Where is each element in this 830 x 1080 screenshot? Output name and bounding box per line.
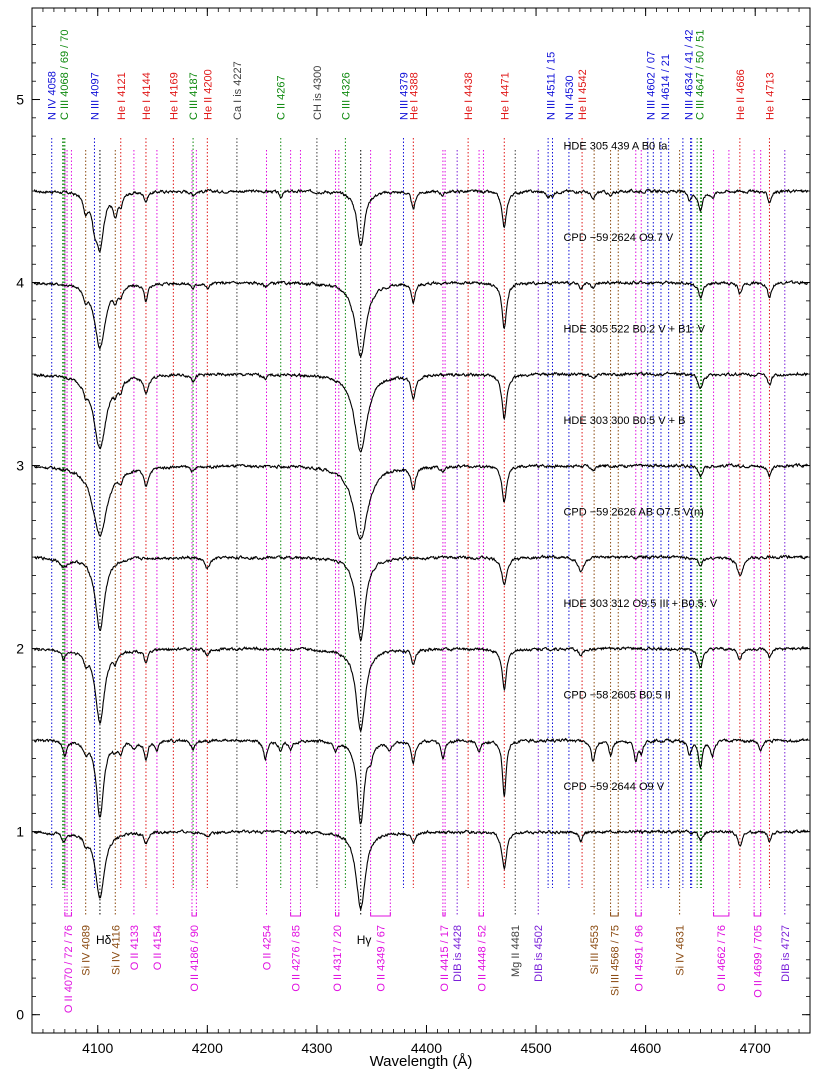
- top-line-label: He II 4686: [735, 69, 747, 120]
- top-line-label: He I 4713: [764, 72, 776, 120]
- blend-bracket: [442, 912, 446, 917]
- top-line-label: N II 4530: [564, 75, 576, 120]
- spectrum-label: HDE 303 300 B0.5 V + B: [563, 415, 685, 427]
- spectrum-label: HDE 305 522 B0.2 V + B1: V: [563, 323, 705, 335]
- top-line-label: N III 4602 / 07: [646, 51, 658, 120]
- plot-frame: [31, 7, 811, 1034]
- bottom-line-label: DIB is 4502: [533, 925, 545, 982]
- bottom-line-label: O II 4699 / 705: [752, 925, 764, 998]
- axes: 0 1 2 3 4 5 4100 4200 4300 4400 4500 4600 4700: [16, 8, 811, 1056]
- x-tick-label: 4700: [740, 1040, 771, 1056]
- top-line-label: C II 4267: [276, 75, 288, 120]
- top-line-label: C III 4068 / 69 / 70: [59, 29, 71, 120]
- bottom-line-label: DIB is 4727: [780, 925, 792, 982]
- bottom-line-label: O II 4133: [129, 925, 141, 970]
- blend-bracket: [191, 912, 197, 917]
- top-line-label: He I 4121: [116, 72, 128, 120]
- bottom-line-label: O II 4276 / 85: [291, 925, 303, 992]
- bottom-line-label: Si IV 4631: [675, 925, 687, 976]
- spectrum-line: [33, 188, 809, 254]
- y-tick-label: 4: [16, 275, 24, 291]
- spectrum-line: [33, 462, 808, 540]
- top-line-label: He I 4144: [141, 72, 153, 120]
- bottom-line-label: Si III 4568 / 75: [609, 925, 621, 996]
- blend-bracket: [64, 912, 72, 917]
- blend-bracket: [713, 912, 730, 917]
- bottom-line-label: Si III 4553: [589, 925, 601, 975]
- spectrum-line: [33, 554, 809, 643]
- x-tick-label: 4600: [630, 1040, 661, 1056]
- top-line-label: C III 4187: [188, 72, 200, 120]
- blend-bracket: [478, 912, 484, 917]
- x-axis-label: Wavelength (Å): [370, 1053, 473, 1070]
- spectrum-label: HDE 305 439 A B0 Ia: [563, 140, 668, 152]
- bottom-line-label: O II 4070 / 72 / 76: [63, 925, 75, 1013]
- x-tick-label: 4500: [520, 1040, 551, 1056]
- x-tick-label: 4100: [82, 1040, 113, 1056]
- spectra-group: HDE 305 439 A B0 Ia CPD −59 2624 O9.7 V HD…: [33, 140, 809, 912]
- top-line-label: N IV 4058: [47, 71, 59, 120]
- y-tick-label: 3: [16, 458, 24, 474]
- blend-bracket: [635, 912, 642, 917]
- blend-bracket: [610, 912, 619, 917]
- x-tick-label: 4200: [192, 1040, 223, 1056]
- top-line-label: CH is 4300: [312, 66, 324, 120]
- bottom-line-label: Si IV 4089: [81, 925, 93, 976]
- top-line-label: He I 4169: [168, 72, 180, 120]
- bottom-line-label: DIB is 4428: [452, 925, 464, 982]
- bottom-line-label: O II 4186 / 90: [189, 925, 201, 992]
- blend-bracket: [335, 912, 340, 917]
- y-tick-label: 0: [16, 1007, 24, 1023]
- top-line-label: He I 4438: [463, 72, 475, 120]
- top-line-label: He I 4388: [408, 72, 420, 120]
- top-line-label: N III 4634 / 41 / 42: [683, 29, 695, 120]
- spectrum-label: HDE 303 312 O9.5 III + B0.5: V: [563, 598, 717, 610]
- top-line-label: He II 4200: [202, 69, 214, 120]
- bottom-line-label: Si IV 4116: [110, 925, 122, 975]
- top-line-label: He II 4542: [577, 69, 589, 120]
- spectrum-label: CPD −59 2624 O9.7 V: [563, 232, 673, 244]
- top-line-label: C III 4647 / 50 / 51: [695, 29, 707, 120]
- line-markers: [51, 138, 786, 917]
- y-tick-label: 5: [16, 92, 24, 108]
- top-line-label: N II 4614 / 21: [660, 54, 672, 120]
- bottom-line-label: O II 4154: [152, 925, 164, 970]
- spectrum-label: CPD −58 2605 B0.5 II: [563, 689, 670, 701]
- spectrum-line: [33, 829, 809, 912]
- top-line-label: N III 4511 / 15: [545, 52, 557, 120]
- bottom-line-label: O II 4254: [261, 925, 273, 970]
- bottom-line-label: O II 4349 / 67: [375, 925, 387, 992]
- spectrum-label: CPD −59 2626 AB O7.5 V(n): [563, 506, 703, 518]
- x-tick-label: 4300: [301, 1040, 332, 1056]
- top-line-label: He I 4471: [499, 72, 511, 120]
- blend-bracket: [290, 912, 301, 917]
- spectrum-line: [33, 371, 809, 453]
- spectrum-line: [34, 737, 809, 825]
- y-tick-label: 1: [16, 824, 24, 840]
- line-labels: N IV 4058 C III 4068 / 69 / 70 N III 4097 H…: [47, 29, 792, 1013]
- blend-bracket: [370, 912, 391, 917]
- blend-bracket: [753, 912, 762, 917]
- bottom-line-label: Hδ: [96, 933, 112, 947]
- x-tick-label: 4400: [411, 1040, 442, 1056]
- top-line-label: N III 4379: [398, 72, 410, 120]
- top-line-label: N III 4097: [89, 72, 101, 120]
- bottom-line-label: O II 4591 / 96: [634, 925, 646, 992]
- spectrum-line: [33, 645, 809, 733]
- bottom-line-label: O II 4448 / 52: [476, 925, 488, 992]
- bottom-line-label: Mg II 4481: [510, 925, 522, 977]
- bottom-line-label: Hγ: [357, 933, 372, 947]
- spectrum-label: CPD −59 2644 O9 V: [563, 781, 664, 793]
- bottom-line-label: O II 4662 / 76: [716, 925, 728, 992]
- bottom-line-label: O II 4415 / 17: [439, 925, 451, 992]
- bottom-line-label: O II 4317 / 20: [332, 925, 344, 992]
- top-line-label: C III 4326: [340, 72, 352, 120]
- top-line-label: Ca I is 4227: [232, 61, 244, 120]
- y-tick-label: 2: [16, 641, 24, 657]
- spectrum-line: [33, 279, 809, 359]
